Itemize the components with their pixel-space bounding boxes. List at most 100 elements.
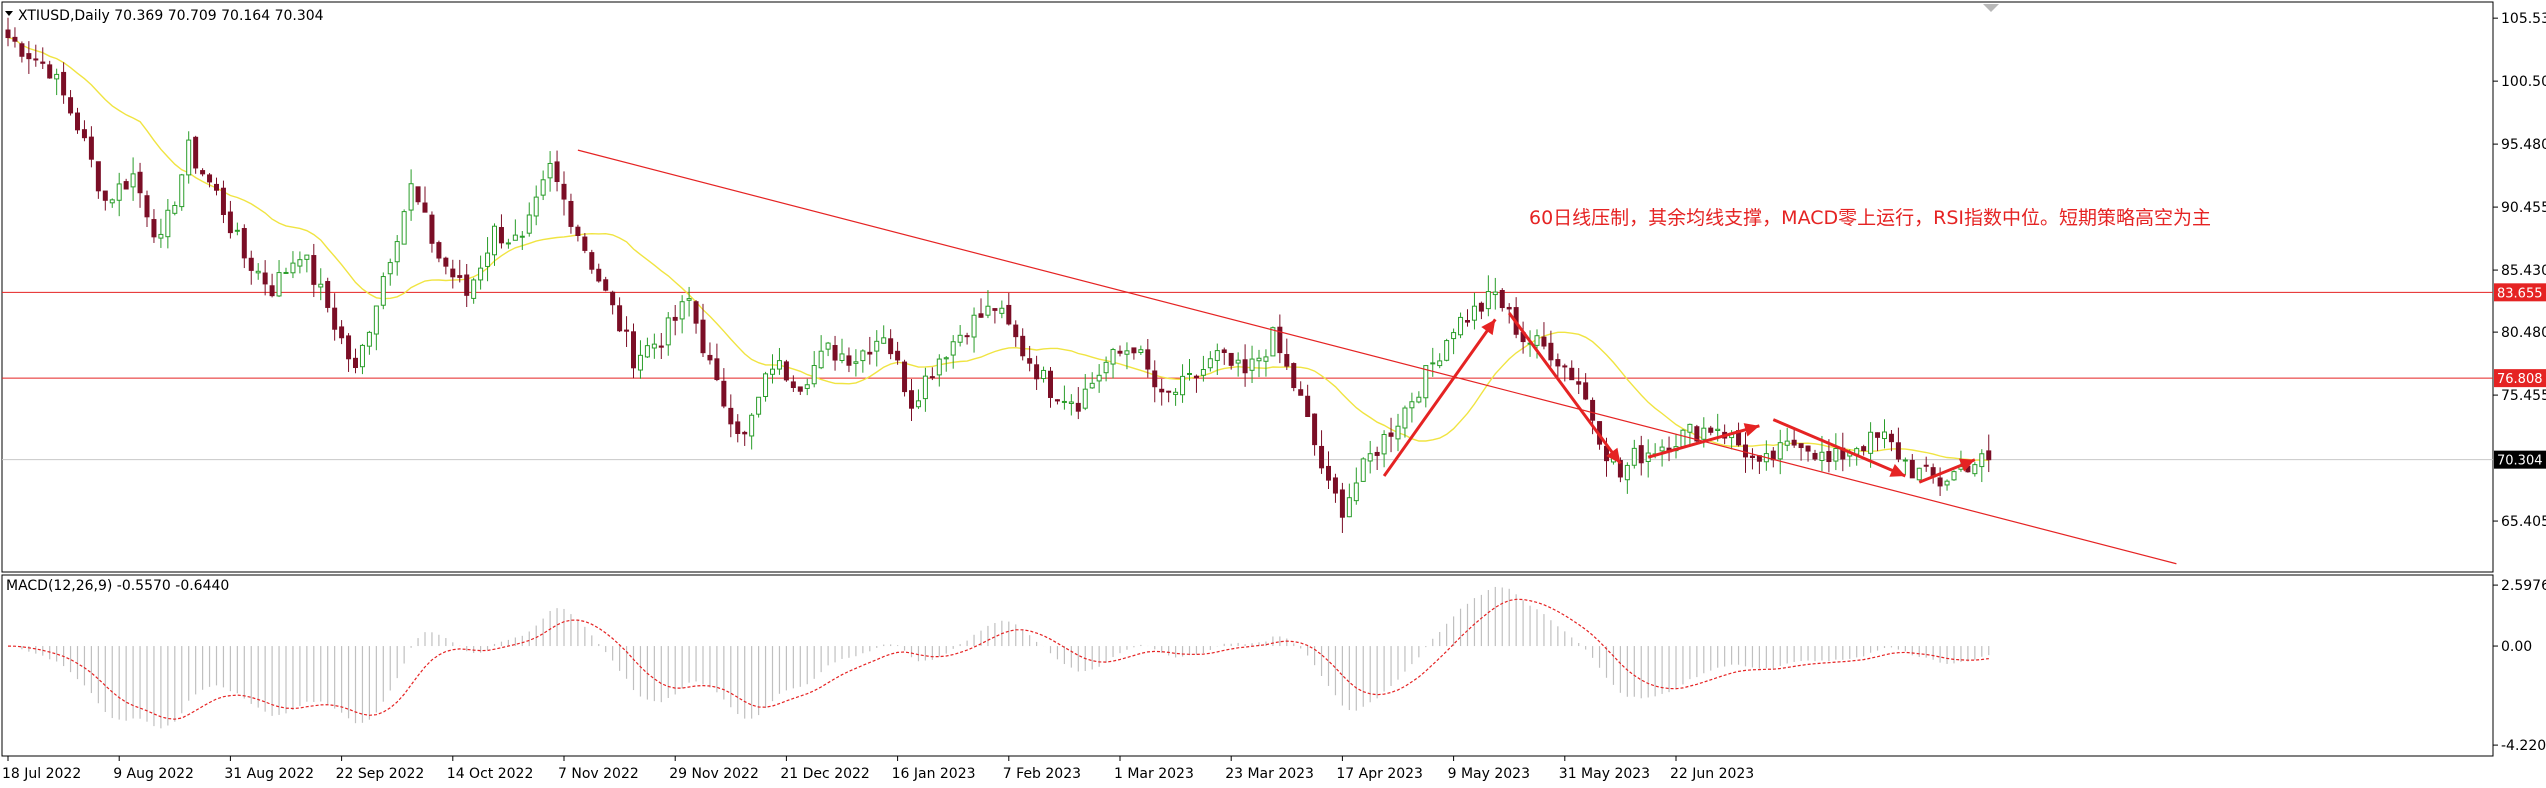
candle-body	[325, 281, 331, 308]
candle-body	[1381, 433, 1387, 455]
candle-body	[1263, 356, 1269, 362]
price-tick-label: 65.405	[2501, 514, 2546, 530]
candle-body	[1284, 354, 1290, 367]
candle-body	[1228, 352, 1234, 366]
symbol-dropdown-icon[interactable]	[5, 11, 13, 16]
candle-body	[714, 358, 720, 381]
candle-body	[929, 376, 935, 379]
macd-panel[interactable]	[1, 574, 2494, 757]
time-tick-label: 9 May 2023	[1448, 766, 1530, 782]
price-panel[interactable]	[1, 1, 2494, 573]
candle-body	[915, 400, 921, 408]
candle-body	[241, 228, 247, 259]
candle-body	[1916, 467, 1922, 481]
price-tick-label: 75.455	[2501, 388, 2546, 404]
time-tick-label: 31 May 2023	[1559, 766, 1650, 782]
macd-info-label: MACD(12,26,9) -0.5570 -0.6440	[6, 578, 229, 594]
candle-body	[1715, 428, 1721, 432]
candle-body	[471, 279, 477, 299]
candle-body	[12, 36, 18, 42]
candle-body	[700, 319, 706, 354]
candle-body	[1798, 443, 1804, 449]
candle-body	[1214, 350, 1220, 361]
macd-tick-label: -4.2207	[2501, 738, 2546, 754]
candle-body	[269, 285, 275, 297]
candle-body	[1423, 365, 1429, 399]
candle-body	[728, 407, 734, 425]
arrow-head	[1743, 423, 1760, 437]
candle-body	[1485, 291, 1491, 310]
candle-body	[1895, 442, 1901, 460]
candle-body	[1096, 374, 1102, 382]
candle-body	[26, 53, 32, 60]
downtrend-line	[577, 149, 2177, 565]
candle-body	[644, 345, 650, 358]
candle-body	[1409, 401, 1415, 409]
candle-body	[1868, 431, 1874, 454]
candle-body	[1082, 388, 1088, 409]
price-tick-label: 90.455	[2501, 200, 2546, 216]
trendline-layer	[577, 149, 2177, 565]
candle-body	[1326, 465, 1331, 481]
candle-body	[1089, 382, 1095, 389]
candle-body	[47, 64, 53, 79]
candle-body	[380, 276, 386, 306]
candle-body	[1006, 304, 1012, 325]
candle-body	[193, 136, 199, 169]
candle-body	[109, 199, 115, 204]
current-price-tag	[2494, 450, 2546, 469]
candle-body	[234, 229, 240, 232]
time-tick-label: 7 Nov 2022	[558, 766, 639, 782]
moving-average-line	[7, 36, 1989, 461]
candlestick-series	[5, 17, 1992, 533]
candle-body	[1833, 448, 1839, 462]
candle-body	[839, 353, 845, 361]
candle-body	[971, 314, 977, 338]
candle-body	[846, 355, 852, 366]
candle-body	[763, 373, 769, 398]
candle-body	[825, 342, 831, 350]
candle-body	[1159, 388, 1165, 393]
candle-body	[207, 174, 213, 183]
candle-body	[624, 329, 630, 332]
candle-body	[658, 345, 664, 348]
macd-histogram	[14, 586, 1990, 729]
candle-body	[631, 331, 636, 369]
candle-body	[485, 252, 491, 267]
candle-body	[526, 214, 532, 234]
candle-body	[1624, 464, 1630, 481]
candle-body	[1465, 320, 1470, 323]
candle-body	[346, 335, 352, 360]
candle-body	[610, 291, 616, 306]
candle-body	[1458, 316, 1464, 336]
candle-body	[1784, 440, 1790, 446]
candle-body	[373, 305, 379, 335]
time-tick-label: 14 Oct 2022	[447, 766, 534, 782]
candle-body	[283, 271, 289, 274]
time-tick-label: 22 Sep 2022	[336, 766, 425, 782]
candle-body	[1875, 432, 1881, 438]
candle-body	[165, 209, 171, 238]
symbol-info-label: XTIUSD,Daily 70.369 70.709 70.164 70.304	[18, 8, 324, 24]
candle-body	[262, 272, 268, 285]
time-tick-label: 21 Dec 2022	[780, 766, 869, 782]
level-tag-label: 76.808	[2497, 372, 2543, 387]
candle-body	[1305, 395, 1311, 418]
candle-body	[1534, 335, 1540, 346]
candle-body	[1402, 407, 1408, 429]
candle-body	[1388, 432, 1394, 437]
candle-body	[922, 375, 928, 400]
time-tick-label: 22 Jun 2023	[1670, 766, 1754, 782]
candle-body	[735, 421, 741, 434]
chart-shift-marker-icon[interactable]	[1983, 4, 1999, 12]
candle-body	[1416, 396, 1422, 403]
candle-body	[964, 335, 970, 338]
candle-body	[1708, 427, 1714, 433]
candle-body	[1068, 401, 1074, 404]
price-tick-label: 85.430	[2501, 263, 2546, 279]
candle-body	[54, 73, 60, 80]
candle-body	[276, 272, 282, 297]
candle-body	[1353, 482, 1359, 502]
candle-body	[1506, 306, 1512, 310]
